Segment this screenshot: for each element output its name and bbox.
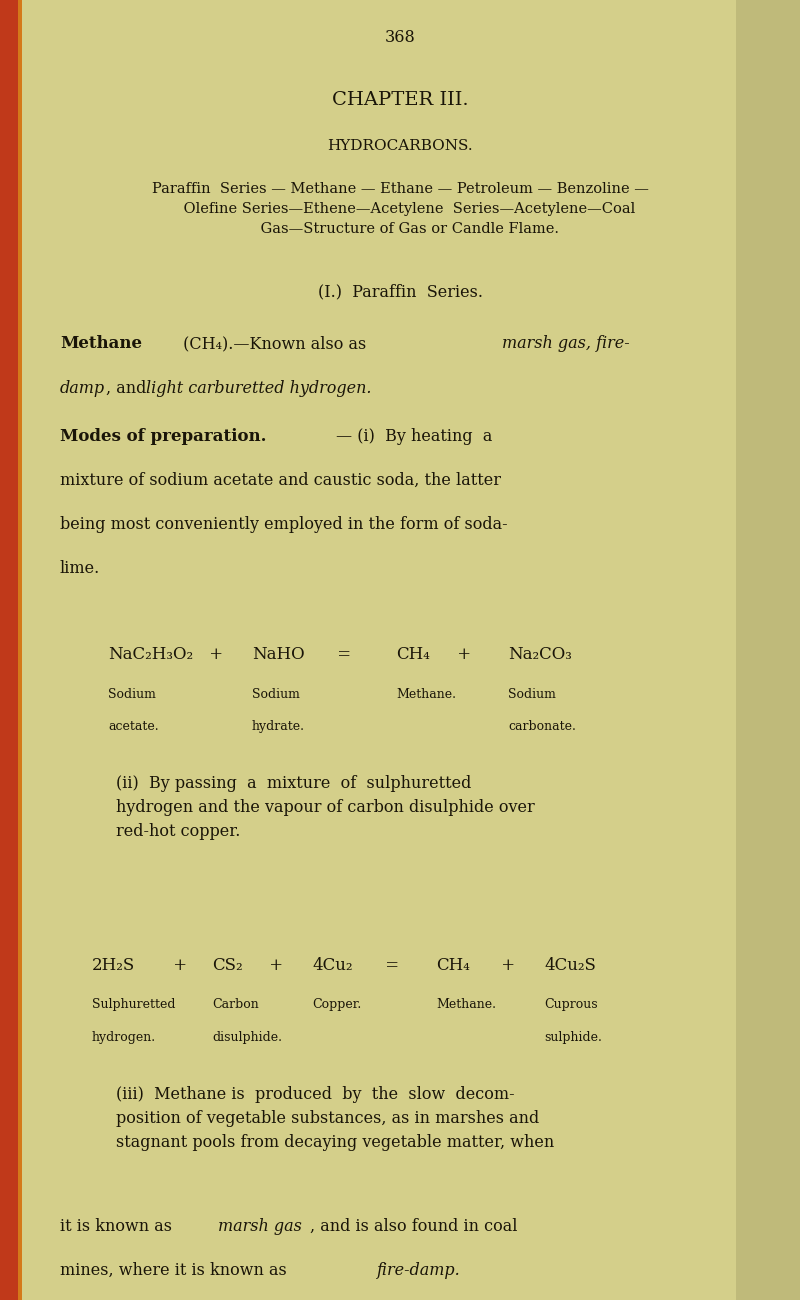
Text: =: =	[332, 646, 356, 663]
Text: 4Cu₂S: 4Cu₂S	[544, 957, 596, 974]
Text: HYDROCARBONS.: HYDROCARBONS.	[327, 139, 473, 153]
Text: , and: , and	[106, 380, 151, 396]
Text: carbonate.: carbonate.	[508, 720, 576, 733]
Text: Methane.: Methane.	[436, 998, 496, 1011]
Text: , and is also found in coal: , and is also found in coal	[310, 1218, 518, 1235]
Text: fire-damp.: fire-damp.	[377, 1262, 461, 1279]
Text: light carburetted hydrogen.: light carburetted hydrogen.	[146, 380, 372, 396]
Text: it is known as: it is known as	[60, 1218, 177, 1235]
Text: Cuprous: Cuprous	[544, 998, 598, 1011]
Text: Paraffin  Series — Methane — Ethane — Petroleum — Benzoline —
    Olefine Series: Paraffin Series — Methane — Ethane — Pet…	[151, 182, 649, 237]
Text: marsh gas: marsh gas	[218, 1218, 302, 1235]
Text: Sodium: Sodium	[508, 688, 556, 701]
Text: — (i)  By heating  a: — (i) By heating a	[336, 428, 492, 445]
Text: +: +	[204, 646, 228, 663]
Text: =: =	[380, 957, 404, 974]
Text: (CH₄).—Known also as: (CH₄).—Known also as	[178, 335, 371, 352]
Text: Sodium: Sodium	[108, 688, 156, 701]
Bar	[736, 0, 800, 1300]
Bar	[18, 0, 22, 1300]
Text: +: +	[496, 957, 520, 974]
Text: mixture of sodium acetate and caustic soda, the latter: mixture of sodium acetate and caustic so…	[60, 472, 501, 489]
Text: (ii)  By passing  a  mixture  of  sulphuretted
hydrogen and the vapour of carbon: (ii) By passing a mixture of sulphurette…	[116, 775, 534, 840]
Text: Methane: Methane	[60, 335, 142, 352]
Text: +: +	[264, 957, 288, 974]
Text: 4Cu₂: 4Cu₂	[312, 957, 353, 974]
Text: hydrate.: hydrate.	[252, 720, 305, 733]
Text: sulphide.: sulphide.	[544, 1031, 602, 1044]
Text: Na₂CO₃: Na₂CO₃	[508, 646, 572, 663]
Text: Sodium: Sodium	[252, 688, 300, 701]
Text: Modes of preparation.: Modes of preparation.	[60, 428, 266, 445]
Text: Sulphuretted: Sulphuretted	[92, 998, 175, 1011]
Text: NaHO: NaHO	[252, 646, 305, 663]
Text: Copper.: Copper.	[312, 998, 362, 1011]
Text: being most conveniently employed in the form of soda-: being most conveniently employed in the …	[60, 516, 508, 533]
Text: Methane.: Methane.	[396, 688, 456, 701]
Text: +: +	[168, 957, 192, 974]
Text: (I.)  Paraffin  Series.: (I.) Paraffin Series.	[318, 283, 482, 300]
Text: disulphide.: disulphide.	[212, 1031, 282, 1044]
Text: acetate.: acetate.	[108, 720, 158, 733]
Text: Carbon: Carbon	[212, 998, 258, 1011]
Bar	[0, 0, 18, 1300]
Text: NaC₂H₃O₂: NaC₂H₃O₂	[108, 646, 193, 663]
Text: 368: 368	[385, 29, 415, 46]
Text: CHAPTER III.: CHAPTER III.	[332, 91, 468, 109]
Text: CS₂: CS₂	[212, 957, 242, 974]
Text: CH₄: CH₄	[436, 957, 470, 974]
Text: damp: damp	[60, 380, 105, 396]
Text: CH₄: CH₄	[396, 646, 430, 663]
Text: +: +	[452, 646, 476, 663]
Text: mines, where it is known as: mines, where it is known as	[60, 1262, 292, 1279]
Text: marsh gas, fire-: marsh gas, fire-	[502, 335, 630, 352]
Text: hydrogen.: hydrogen.	[92, 1031, 156, 1044]
Text: lime.: lime.	[60, 560, 100, 577]
Text: 2H₂S: 2H₂S	[92, 957, 135, 974]
Text: (iii)  Methane is  produced  by  the  slow  decom-
position of vegetable substan: (iii) Methane is produced by the slow de…	[116, 1086, 554, 1150]
